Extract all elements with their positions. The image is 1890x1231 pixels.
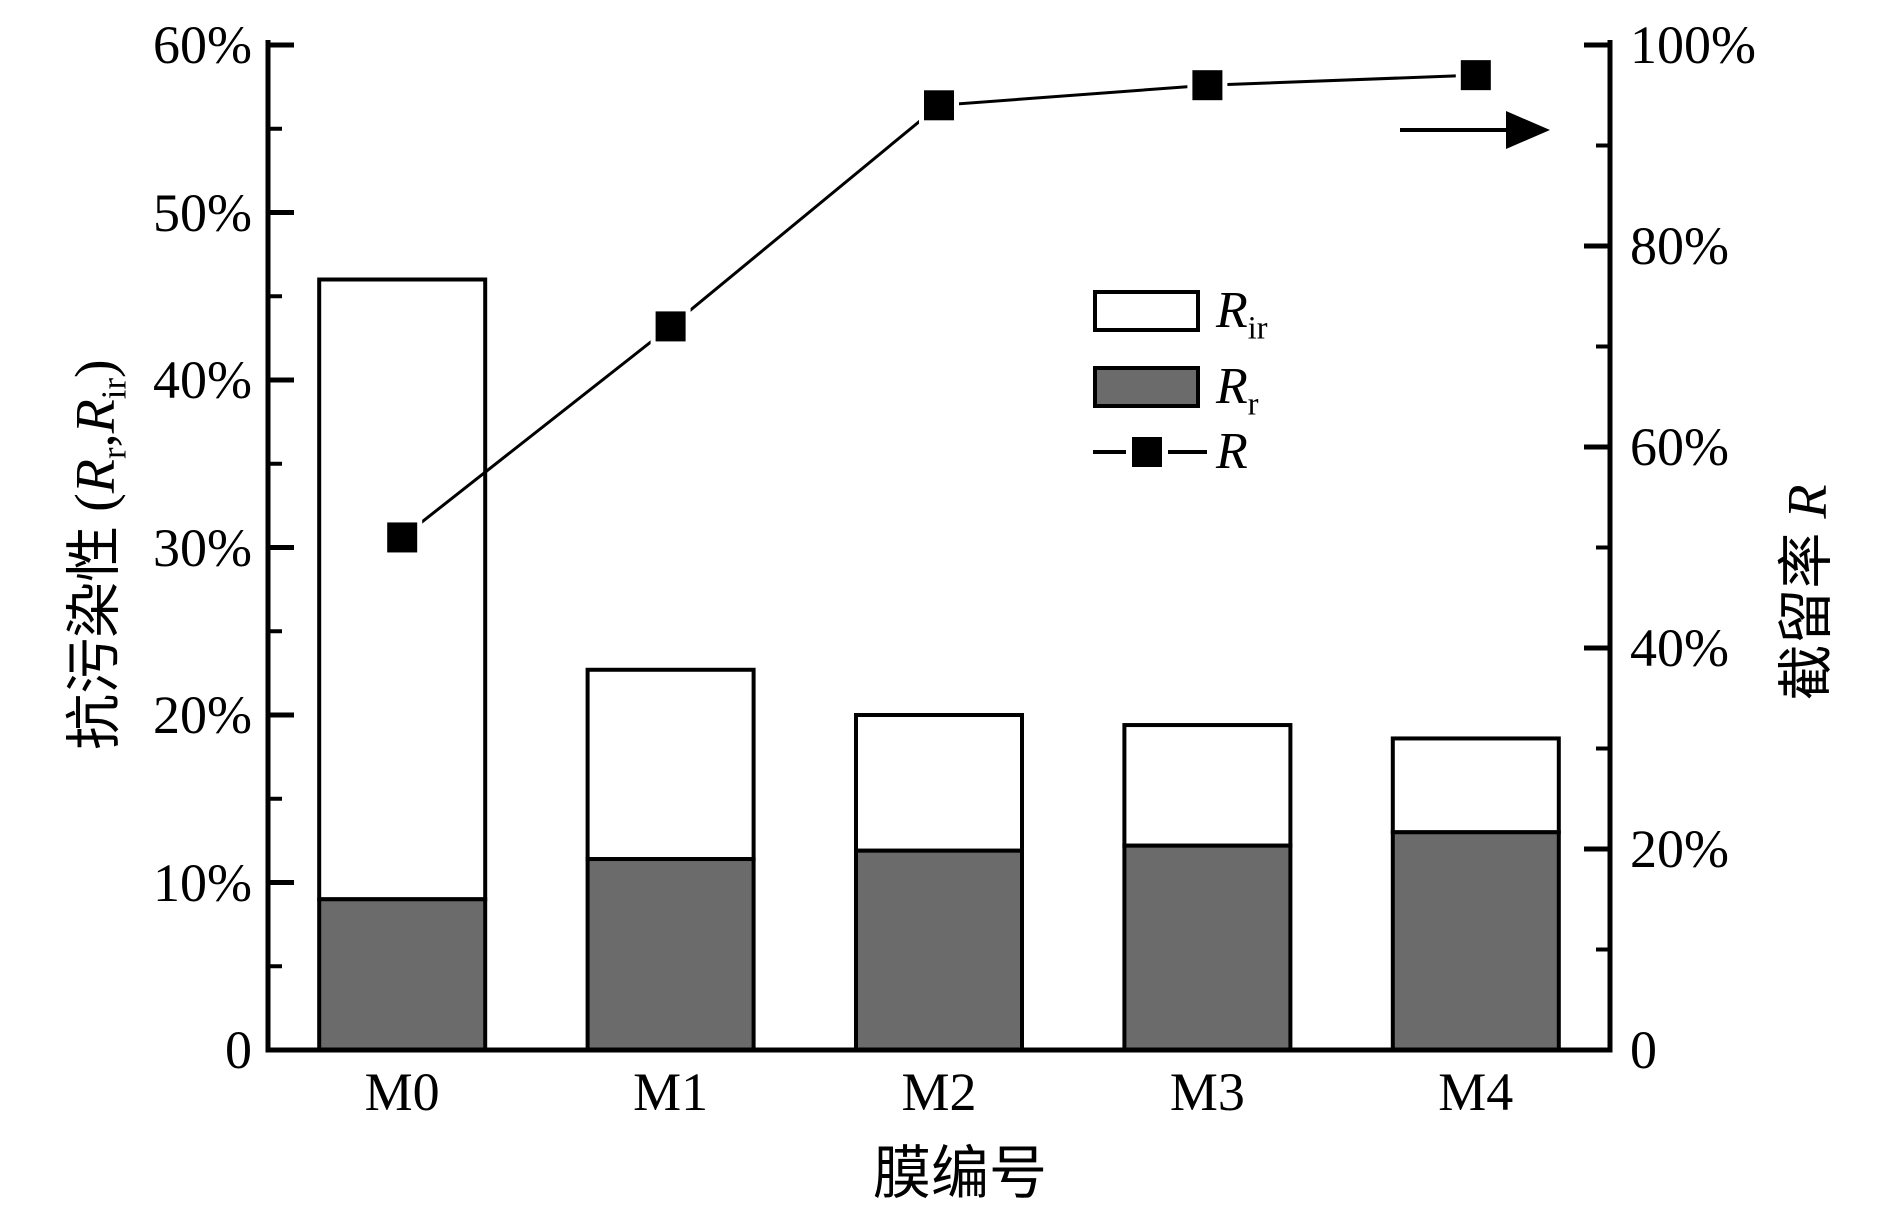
bar-rr-segment — [585, 857, 756, 1052]
legend-label-r-main: R — [1216, 423, 1248, 480]
r-line — [401, 73, 1476, 539]
bar-rir-segment — [317, 277, 488, 902]
y-left-title-sub2: ir — [94, 377, 134, 400]
y-left-title-R2: R — [64, 399, 127, 434]
y-axis-left-title: 抗污染性 (Rr,Rir) — [49, 55, 134, 1055]
bar-rir-segment — [1122, 723, 1293, 848]
legend-label-rr-sub: r — [1247, 385, 1259, 422]
bar-rir-segment — [1390, 736, 1561, 835]
legend-line-segment-left — [1093, 450, 1126, 454]
r-marker — [655, 311, 686, 342]
legend-label-rir: Rir — [1216, 277, 1267, 345]
bar-rr-segment — [1390, 830, 1561, 1052]
r-marker — [924, 90, 954, 121]
right-axis-arrow-head — [1506, 111, 1550, 149]
y-left-title-suffix: ) — [64, 359, 127, 378]
r-marker — [1460, 60, 1491, 91]
y-right-title-text: 截留率 — [1776, 518, 1839, 701]
legend-swatch-rir — [1093, 290, 1200, 332]
bar-rir-segment — [854, 713, 1024, 853]
legend-label-rr: Rr — [1216, 353, 1259, 421]
y-left-title-sub1: r — [94, 447, 134, 459]
x-axis-title: 膜编号 — [872, 1141, 1047, 1206]
legend-line-segment-right — [1168, 450, 1207, 454]
bar-rr-segment — [317, 897, 488, 1052]
bar-rr-segment — [854, 848, 1024, 1052]
legend-label-rir-sub: ir — [1247, 309, 1268, 346]
legend-label-rr-main: R — [1216, 358, 1248, 415]
legend-line-marker-icon — [1132, 437, 1162, 467]
r-marker — [1192, 70, 1223, 101]
y-right-title-R: R — [1776, 484, 1839, 519]
y-axis-right-title: 截留率 R — [1762, 243, 1843, 943]
bar-rir-segment — [585, 667, 756, 862]
legend-swatch-rr — [1093, 366, 1200, 408]
y-left-title-R1: R — [64, 458, 127, 494]
bar-rr-segment — [1122, 843, 1293, 1053]
y-left-title-prefix: 抗污染性 ( — [64, 493, 127, 750]
r-marker — [387, 522, 418, 553]
legend-label-rir-main: R — [1216, 282, 1248, 339]
legend-label-r: R — [1216, 418, 1248, 486]
y-left-title-comma: , — [64, 433, 127, 448]
